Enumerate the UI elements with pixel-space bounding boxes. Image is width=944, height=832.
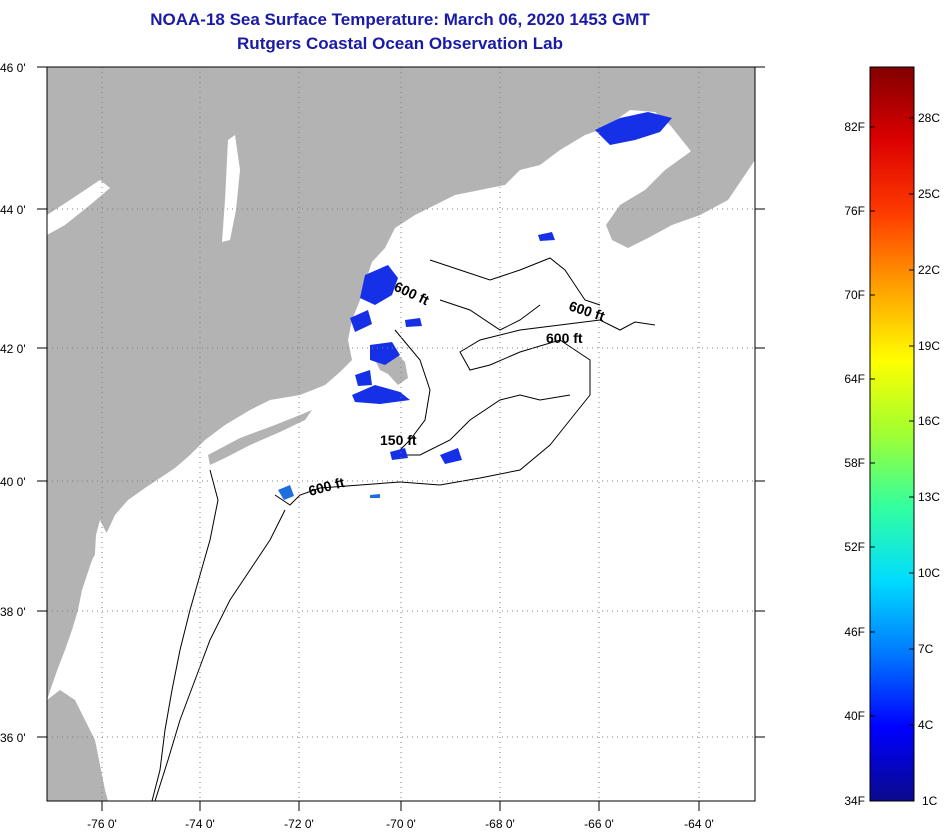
grid-lines <box>47 67 755 801</box>
colorbar-f-label: 82F <box>844 120 865 134</box>
colorbar-c-label: 10C <box>918 566 940 580</box>
lake-champlain <box>222 135 240 242</box>
land-nova-scotia <box>606 132 755 248</box>
colorbar-c-label: 22C <box>918 263 940 277</box>
lon-label: -76 0' <box>87 817 117 831</box>
colorbar <box>869 66 915 802</box>
mid-sst-patches <box>278 485 380 500</box>
colorbar-f-label: 58F <box>844 456 865 470</box>
colorbar-c-label: 19C <box>918 339 940 353</box>
colorbar-f-label: 76F <box>844 204 865 218</box>
lat-label: 42 0' <box>0 342 26 356</box>
colorbar-f-label: 40F <box>844 709 865 723</box>
colorbar-c-label: 1C <box>922 794 938 808</box>
colorbar-f-label: 64F <box>844 372 865 386</box>
land-long-island <box>208 410 312 465</box>
colorbar-f-label: 52F <box>844 540 865 554</box>
colorbar-c-label: 7C <box>918 642 934 656</box>
colorbar-c-label: 16C <box>918 414 940 428</box>
lat-label: 36 0' <box>0 731 26 745</box>
lat-label: 38 0' <box>0 605 26 619</box>
lat-label: 40 0' <box>0 475 26 489</box>
colorbar-c-label: 4C <box>918 718 934 732</box>
lon-label: -72 0' <box>284 817 314 831</box>
colorbar-f-label: 34F <box>844 794 865 808</box>
colorbar-c-label: 13C <box>918 490 940 504</box>
colorbar-f-label: 70F <box>844 288 865 302</box>
lat-label: 44 0' <box>0 203 26 217</box>
lon-label: -66 0' <box>584 817 614 831</box>
bathymetry-contours <box>151 257 656 801</box>
map-title: NOAA-18 Sea Surface Temperature: March 0… <box>150 10 650 29</box>
lon-label: -64 0' <box>684 817 714 831</box>
lon-label: -74 0' <box>185 817 215 831</box>
colorbar-c-label: 25C <box>918 187 940 201</box>
axis-ticks <box>37 66 765 811</box>
lon-label: -70 0' <box>386 817 416 831</box>
delaware-bay <box>125 505 140 540</box>
lake-ontario <box>47 180 110 235</box>
colorbar-c-label: 28C <box>918 111 940 125</box>
contour-label: 600 ft <box>546 330 583 346</box>
colorbar-ticks <box>870 117 914 726</box>
land-delmarva <box>47 690 108 801</box>
colorbar-f-label: 46F <box>844 625 865 639</box>
contour-label: 150 ft <box>380 432 417 448</box>
map-subtitle: Rutgers Coastal Ocean Observation Lab <box>237 34 563 53</box>
lat-label: 46 0' <box>0 61 26 75</box>
lon-label: -68 0' <box>485 817 515 831</box>
